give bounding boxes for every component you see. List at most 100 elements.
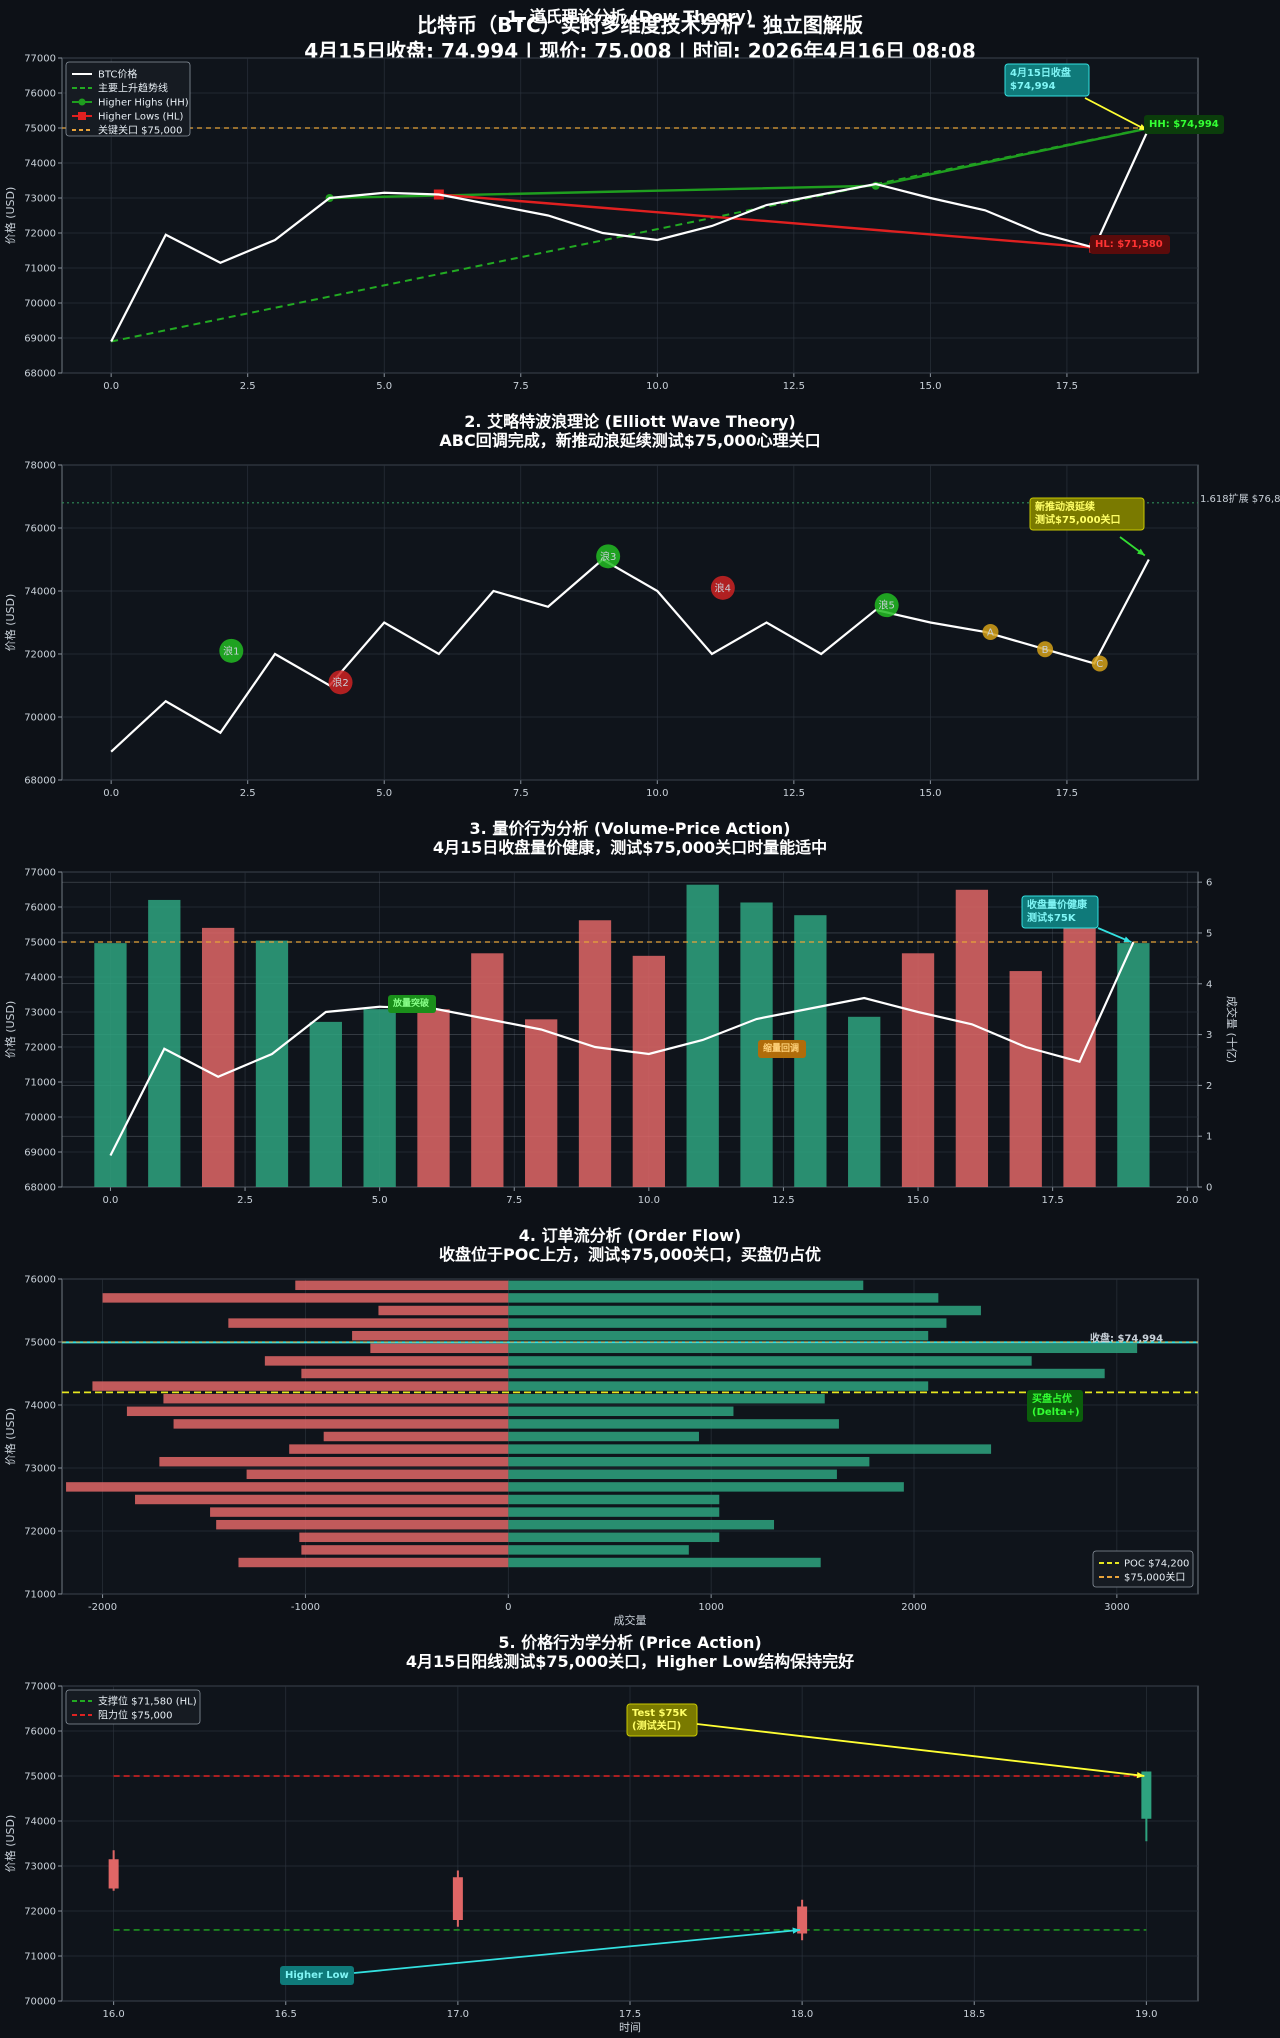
orderflow-buy-bar [508,1494,720,1505]
orderflow-buy-bar [508,1356,1032,1366]
pa-test-annotation-box [626,1703,698,1737]
volume-bar [1063,907,1096,1187]
pa-test-arrow-head [1136,1772,1145,1779]
volume-bar [525,1019,558,1187]
orderflow-xtick-label: 1000 [698,1602,723,1613]
volume-close-annotation-box [1021,895,1099,929]
dow-close-annotation-text: 4月15日收盘$74,994 [1010,66,1071,92]
orderflow-buy-bar [508,1343,1138,1354]
pa-candle-body [452,1877,463,1920]
volume-y2tick-label: 0 [1206,1183,1212,1194]
dow-xtick-label: 12.5 [783,381,805,392]
dow-ytick-label: 77000 [24,54,56,65]
volume-subtitle: 4月15日收盘量价健康，测试$75,000关口时量能适中 [433,838,827,857]
dow-legend-entry: Higher Highs (HH) [98,98,189,109]
elliott-ylabel: 价格 (USD) [3,594,17,652]
orderflow-buy-bar [508,1507,720,1517]
orderflow-buy-bar [508,1381,929,1391]
dow-legend-marker [78,112,86,120]
orderflow-sell-bar [352,1330,509,1341]
priceaction-ylabel: 价格 (USD) [3,1815,17,1873]
volume-bar [201,927,235,1187]
volume-xtick-label: 2.5 [237,1195,253,1206]
chart-volume: 3. 量价行为分析 (Volume-Price Action)4月15日收盘量价… [3,819,1239,1206]
elliott-wave-label: 浪1 [223,644,239,657]
dow-ytick-label: 71000 [24,264,56,275]
orderflow-ytick-label: 73000 [24,1464,56,1475]
orderflow-ytick-label: 74000 [24,1401,56,1412]
orderflow-legend: POC $74,200$75,000关口 [1092,1550,1194,1588]
orderflow-sell-bar [216,1519,509,1530]
pa-candle-body [1141,1771,1152,1819]
orderflow-buy-bar [508,1469,837,1480]
pa-hl-annotation-text: Higher Low [285,1970,349,1981]
orderflow-buy-bar [508,1557,821,1568]
dow-legend-entry: 关键关口 $75,000 [98,124,183,137]
elliott-new-wave-annotation-box [1029,497,1145,531]
volume-y2tick-label: 3 [1206,1030,1212,1041]
dow-hl-annotation-text: HL: $71,580 [1095,239,1163,250]
pa-test-annotation: Test $75K (测试关口) [626,1703,698,1737]
volume-y2tick-label: 6 [1206,878,1212,889]
dow-legend-marker [78,98,86,106]
orderflow-sell-bar [370,1343,509,1354]
orderflow-sell-bar [228,1318,509,1328]
priceaction-xtick-label: 16.5 [275,2009,297,2020]
orderflow-buy-bar [508,1444,992,1454]
volume-ytick-label: 71000 [24,1078,56,1089]
dow-xtick-label: 17.5 [1056,381,1078,392]
elliott-xtick-label: 0.0 [103,788,119,799]
main-title: 比特币（BTC）实时多维度技术分析 - 独立图解版 [417,13,863,37]
priceaction-subtitle: 4月15日阳线测试$75,000关口，Higher Low结构保持完好 [406,1652,854,1671]
volume-close-arrow-head [1123,936,1132,943]
elliott-new-wave-annotation: 新推动浪延续测试$75,000关口 [1029,497,1145,531]
orderflow-legend-entry: $75,000关口 [1124,1571,1185,1584]
dow-xtick-label: 0.0 [103,381,119,392]
elliott-wave-label: 浪4 [715,581,731,594]
elliott-wave-marker [1091,655,1108,672]
priceaction-xtick-label: 17.0 [447,2009,469,2020]
dow-hh-annotation: HH: $74,994 [1144,115,1224,134]
priceaction-ytick-label: 72000 [24,1907,56,1918]
volume-xtick-label: 17.5 [1042,1195,1064,1206]
chart-elliott: 2. 艾略特波浪理论 (Elliott Wave Theory)ABC回调完成，… [3,412,1280,799]
dow-legend-box [65,61,191,137]
dow-ytick-label: 69000 [24,334,56,345]
volume-xtick-label: 0.0 [103,1195,119,1206]
volume-title: 3. 量价行为分析 (Volume-Price Action) [470,819,791,838]
elliott-plot-area [61,464,1199,781]
volume-ytick-label: 77000 [24,868,56,879]
dow-close-arrow [1084,97,1148,132]
priceaction-ytick-label: 71000 [24,1952,56,1963]
dow-hl-annotation: HL: $71,580 [1090,235,1170,254]
orderflow-buy-bar [508,1419,839,1429]
priceaction-xtick-label: 16.0 [103,2009,125,2020]
orderflow-buy-bar [508,1280,864,1291]
pa-candle-body [797,1906,808,1934]
pa-legend-entry: 支撑位 $71,580 (HL) [98,1695,197,1708]
volume-bar [955,889,989,1187]
orderflow-sell-bar [92,1381,509,1391]
chart-dow: 1. 道氏理论分析 (Dow Theory) 0.0 2.5 5.0 7.5 10.0 12… [3,7,1224,392]
elliott-wave-label: A [987,627,994,638]
volume-ytick-label: 69000 [24,1148,56,1159]
volume-bar [578,920,612,1187]
volume-y2label: 成交量 (十亿) [1225,996,1239,1063]
orderflow-buy-bar [508,1293,939,1303]
dow-legend-entry: Higher Lows (HL) [98,112,183,123]
orderflow-sell-bar [126,1406,509,1417]
volume-xtick-label: 10.0 [638,1195,660,1206]
volume-xtick-label: 7.5 [506,1195,522,1206]
volume-bar [255,940,289,1187]
pa-test-arrow [696,1723,1145,1777]
volume-ylabel: 价格 (USD) [3,1001,17,1059]
orderflow-buy-bar [508,1431,699,1442]
dow-ytick-label: 74000 [24,159,56,170]
priceaction-ytick-label: 76000 [24,1727,56,1738]
elliott-wave-label: B [1042,645,1049,656]
dow-plot-area [61,57,1199,374]
orderflow-xlabel: 成交量 [614,1613,647,1627]
dow-ytick-label: 76000 [24,89,56,100]
dow-ytick-label: 68000 [24,369,56,380]
